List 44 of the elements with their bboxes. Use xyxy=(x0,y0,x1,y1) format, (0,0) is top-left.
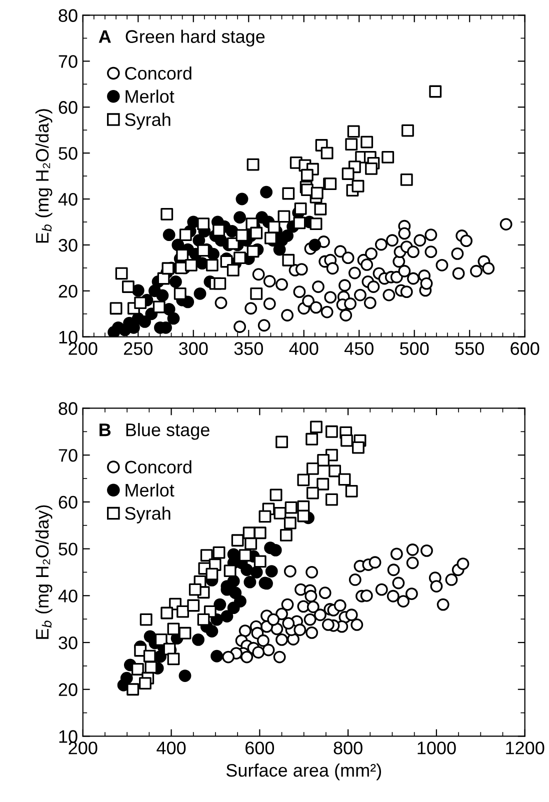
y-tick-label: 20 xyxy=(58,683,78,696)
y-axis-title: E$_{b}$ (mg H₂O/day) xyxy=(35,109,52,243)
x-tick-label: 1000 xyxy=(418,742,456,754)
x-tick-label: 400 xyxy=(156,742,186,754)
y-tick-label: 50 xyxy=(58,147,78,160)
annotation: A xyxy=(98,30,111,43)
y-tick-label: 80 xyxy=(58,402,78,415)
x-tick-label: 1200 xyxy=(506,742,544,754)
x-tick-label: 350 xyxy=(234,342,263,355)
y-tick-label: 40 xyxy=(58,590,78,602)
x-tick-label: 800 xyxy=(334,742,362,754)
x-tick-label: 400 xyxy=(289,342,318,355)
x-tick-label: 250 xyxy=(124,342,152,355)
text: Blue stage xyxy=(126,422,210,440)
legend-label: Concord xyxy=(125,460,192,474)
annotation: B xyxy=(100,424,111,436)
x-tick-label: 500 xyxy=(400,342,429,355)
y-tick-label: 60 xyxy=(58,496,78,509)
x-tick-label: 600 xyxy=(246,742,274,754)
x-tick-label: 200 xyxy=(68,742,98,754)
y-tick-label: 30 xyxy=(58,238,78,252)
legend-label: Syrah xyxy=(125,506,170,524)
x-tick-label: 300 xyxy=(179,342,208,355)
x-axis-title: Surface area (mm²) xyxy=(226,763,382,780)
y-tick-label: 10 xyxy=(59,730,78,743)
y-tick-label: 40 xyxy=(58,192,78,206)
legend-label: Concord xyxy=(125,66,192,80)
y-axis-title: E$_{b}$ (mg H₂O/day) xyxy=(35,505,52,639)
x-tick-label: 600 xyxy=(510,342,540,355)
y-tick-label: 30 xyxy=(58,636,78,650)
legend-label: Merlot xyxy=(126,483,174,497)
y-tick-label: 80 xyxy=(58,9,78,22)
y-tick-label: 70 xyxy=(58,449,78,462)
x-tick-label: 450 xyxy=(344,342,374,355)
y-tick-label: 50 xyxy=(58,542,78,556)
y-tick-label: 20 xyxy=(58,284,78,298)
y-tick-label: 60 xyxy=(58,101,78,114)
y-tick-label: 10 xyxy=(59,330,78,344)
legend-label: Merlot xyxy=(126,90,174,103)
x-tick-label: 200 xyxy=(68,342,98,355)
text: Green hard stage xyxy=(126,30,265,47)
legend-label: Syrah xyxy=(125,112,170,130)
y-tick-label: 70 xyxy=(58,55,78,68)
x-tick-label: 550 xyxy=(455,342,484,355)
